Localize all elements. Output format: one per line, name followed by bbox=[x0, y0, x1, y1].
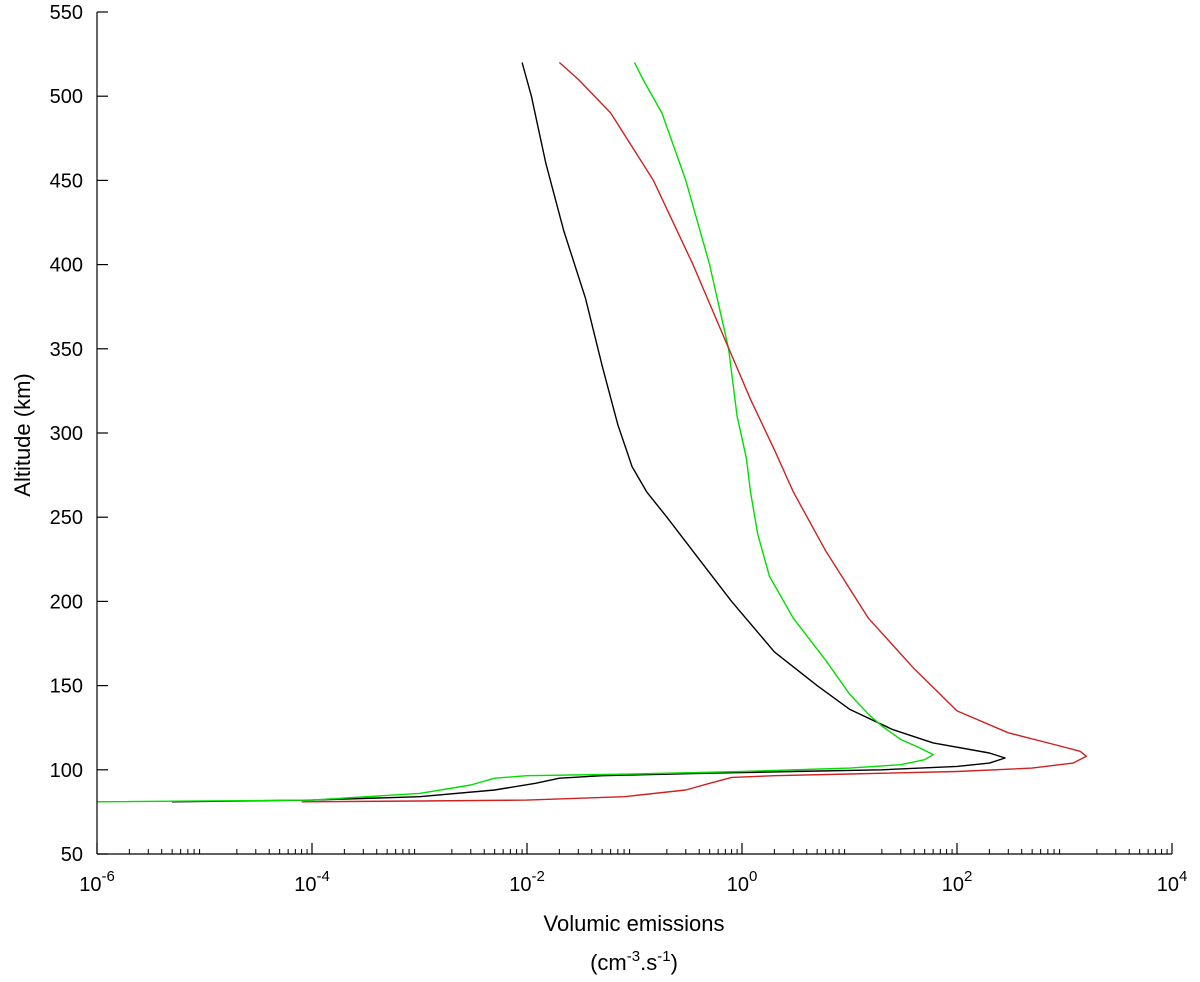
x-tick-exponent: 0 bbox=[749, 868, 757, 885]
x-axis-unit: (cm-3.s-1) bbox=[590, 948, 678, 975]
x-tick-exponent: -2 bbox=[531, 868, 544, 885]
x-tick-label: 102 bbox=[942, 868, 973, 896]
series-line-2 bbox=[96, 62, 934, 803]
x-tick-label: 100 bbox=[727, 868, 758, 896]
y-tick-label: 350 bbox=[50, 339, 83, 361]
x-tick-exponent: 4 bbox=[1179, 868, 1187, 885]
y-tick-label: 450 bbox=[50, 170, 83, 192]
x-tick-exponent: 2 bbox=[964, 868, 972, 885]
y-tick-label: 50 bbox=[61, 844, 83, 866]
x-tick-exponent: -4 bbox=[316, 868, 329, 885]
x-tick-base: 10 bbox=[294, 874, 316, 896]
x-tick-base: 10 bbox=[727, 874, 749, 896]
x-axis-unit-part: ) bbox=[671, 950, 678, 975]
y-tick-label: 100 bbox=[50, 760, 83, 782]
x-tick-label: 10-6 bbox=[79, 868, 115, 896]
y-tick-label: 150 bbox=[50, 676, 83, 698]
x-axis-unit-exp: -3 bbox=[627, 948, 640, 965]
series-line-3 bbox=[301, 61, 1088, 803]
series-line-1 bbox=[172, 62, 1006, 803]
x-tick-label: 10-4 bbox=[294, 868, 330, 896]
axes: 10-6 10-4 10-2 100 102 1045010015020025030035… bbox=[50, 2, 1188, 896]
y-tick-label: 500 bbox=[50, 86, 83, 108]
x-tick-base: 10 bbox=[79, 874, 101, 896]
y-tick-label: 550 bbox=[50, 2, 83, 24]
y-tick-label: 300 bbox=[50, 423, 83, 445]
x-axis-unit-part: (cm bbox=[590, 950, 627, 975]
y-tick-label: 250 bbox=[50, 507, 83, 529]
x-tick-base: 10 bbox=[942, 874, 964, 896]
x-tick-base: 10 bbox=[509, 874, 531, 896]
y-axis-title: Altitude (km) bbox=[10, 373, 35, 496]
x-tick-label: 10-2 bbox=[509, 868, 545, 896]
x-tick-base: 10 bbox=[1157, 874, 1179, 896]
x-axis-unit-part: .s bbox=[640, 950, 657, 975]
x-axis-unit-exp: -1 bbox=[657, 948, 670, 965]
x-tick-exponent: -6 bbox=[101, 868, 114, 885]
x-axis-title: Volumic emissions bbox=[544, 911, 725, 936]
y-tick-label: 400 bbox=[50, 255, 83, 277]
series-lines bbox=[96, 61, 1088, 803]
x-tick-label: 104 bbox=[1157, 868, 1188, 896]
y-tick-label: 200 bbox=[50, 591, 83, 613]
